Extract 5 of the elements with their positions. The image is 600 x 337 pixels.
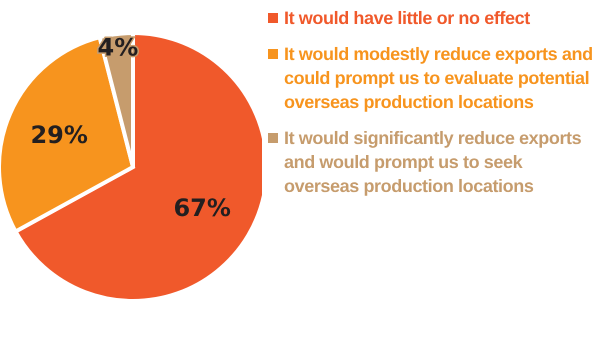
legend-label: It would modestly reduce exports and could prompt us to evaluate potential overseas production locations — [284, 43, 594, 114]
data-label: 29% — [30, 121, 88, 150]
legend-label: It would have little or no effect — [284, 7, 530, 30]
data-label: 67% — [173, 194, 231, 222]
legend-label: It would significantly reduce exports and would prompt us to seek overseas production locations — [284, 127, 582, 198]
